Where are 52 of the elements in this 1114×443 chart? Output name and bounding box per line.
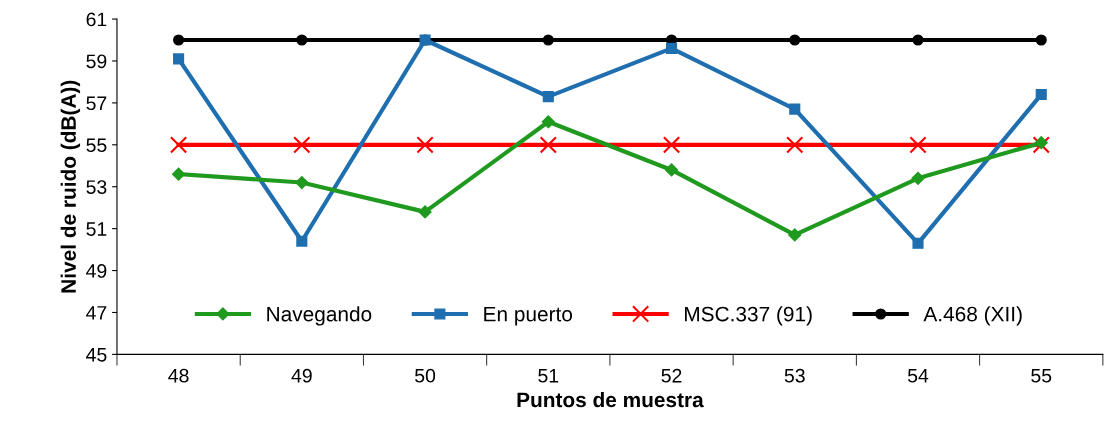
point xyxy=(1035,34,1047,46)
legend-label: MSC.337 (91) xyxy=(685,306,812,326)
point xyxy=(788,228,802,242)
point xyxy=(295,175,309,190)
point xyxy=(542,34,554,46)
point xyxy=(541,115,555,129)
point xyxy=(1034,136,1048,150)
x-axis-title: Puntos de muestra xyxy=(517,391,704,408)
point xyxy=(1032,136,1050,154)
y-tick-label: 61 xyxy=(86,12,107,27)
legend-label: En puerto xyxy=(484,306,573,326)
point xyxy=(173,53,185,65)
y-tick-label: 49 xyxy=(86,264,107,278)
point xyxy=(665,42,678,54)
point xyxy=(171,167,186,181)
point xyxy=(1035,88,1047,101)
x-tick-label: 52 xyxy=(661,368,682,383)
point xyxy=(912,34,924,46)
x-tick-label: 54 xyxy=(907,369,929,383)
point xyxy=(786,136,804,154)
point xyxy=(293,136,311,154)
y-tick-label: 51 xyxy=(86,222,107,236)
x-tick-label: 49 xyxy=(291,368,312,383)
point xyxy=(542,91,554,103)
legend-label: Navegando xyxy=(267,306,372,326)
y-tick-label: 53 xyxy=(86,180,107,194)
legend-label: A.468 (XII) xyxy=(923,306,1022,326)
point xyxy=(789,34,801,46)
x-tick-label: 48 xyxy=(168,368,189,383)
y-tick-label: 47 xyxy=(86,306,107,320)
point xyxy=(169,136,188,154)
point xyxy=(416,136,434,154)
y-tick-label: 57 xyxy=(86,96,107,111)
point xyxy=(912,237,924,249)
point xyxy=(173,34,185,46)
point xyxy=(664,163,679,177)
x-tick-label: 51 xyxy=(538,369,559,383)
x-tick-label: 50 xyxy=(415,368,436,383)
y-tick-label: 45 xyxy=(86,348,107,362)
point xyxy=(296,34,308,46)
point xyxy=(911,171,925,185)
point xyxy=(789,103,801,115)
x-tick-label: 55 xyxy=(1031,369,1052,383)
point xyxy=(418,205,432,219)
point xyxy=(909,136,927,154)
point xyxy=(296,235,308,247)
point xyxy=(662,136,681,154)
x-tick-label: 53 xyxy=(784,368,805,383)
point xyxy=(539,136,557,154)
y-axis-title: Nivel de ruido (dB(A)) xyxy=(60,80,81,293)
y-tick-label: 55 xyxy=(86,138,107,153)
y-tick-label: 59 xyxy=(86,54,107,69)
